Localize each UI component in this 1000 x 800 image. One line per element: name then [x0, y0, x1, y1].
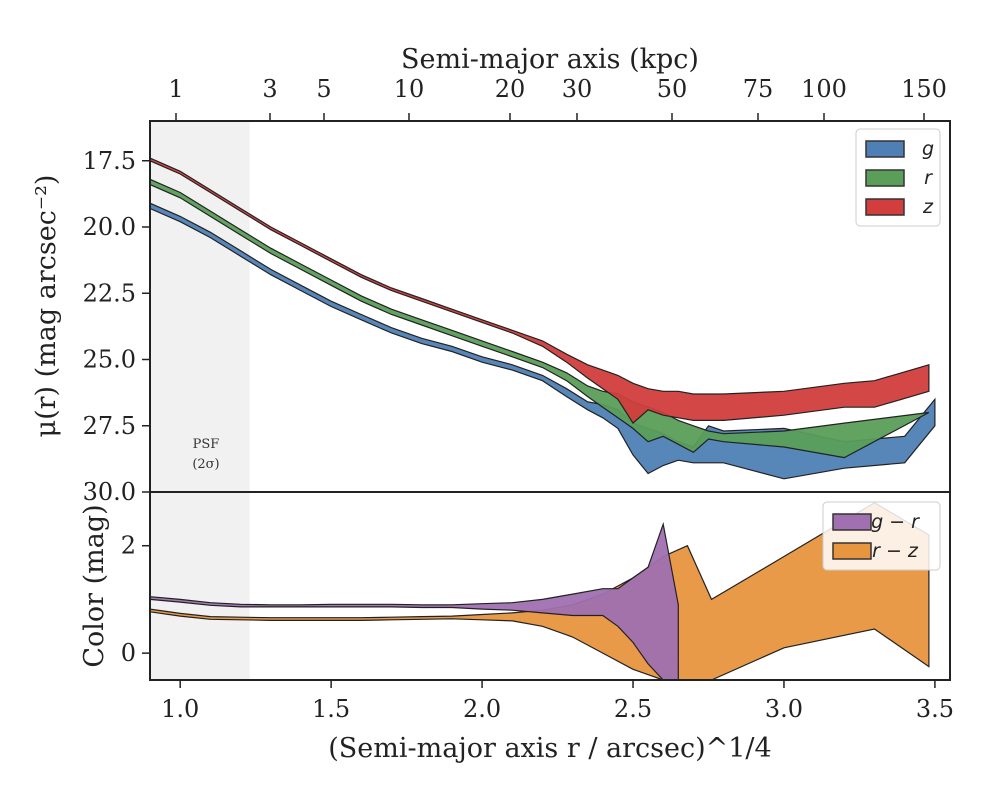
profile-ytick-label: 25.0	[83, 346, 136, 374]
xtick-label: 1.0	[161, 695, 199, 723]
top-xtick-label: 3	[262, 75, 277, 103]
color-legend: g − r r − z	[822, 501, 941, 571]
top-axis-title: Semi-major axis (kpc)	[401, 44, 699, 75]
series-band-color-gr	[150, 521, 679, 680]
axes-layer: 17.5 20.0 22.5 25.0 27.5 30.0 0 2 1.0 1.5 2.0 2.5 3.…	[83, 75, 954, 723]
psf-label: PSF	[193, 437, 220, 452]
psf-sigma-label: (2σ)	[192, 457, 219, 472]
profile-ytick-label: 17.5	[83, 147, 136, 175]
top-xtick-label: 10	[394, 75, 425, 103]
profile-legend-label: r	[924, 167, 933, 189]
x-axis-title: (Semi-major axis r / arcsec)^1/4	[328, 733, 771, 764]
top-xtick-label: 30	[562, 75, 593, 103]
color-panel	[150, 502, 930, 680]
profile-y-axis-title: μ(r) (mag arcsec⁻²)	[31, 175, 62, 438]
color-legend-swatch	[832, 513, 872, 531]
top-xtick-label: 1	[168, 75, 183, 103]
profile-ytick-label: 20.0	[83, 213, 136, 241]
top-xtick-label: 5	[316, 75, 331, 103]
profile-legend-swatch	[865, 169, 905, 187]
top-xtick-label: 100	[801, 75, 847, 103]
xtick-label: 1.5	[312, 695, 350, 723]
series-band-profile-z	[150, 157, 930, 425]
top-xtick-label: 20	[495, 75, 526, 103]
xtick-label: 3.0	[765, 695, 803, 723]
profile-legend: grz	[855, 128, 941, 227]
color-y-axis-title: Color (mag)	[79, 504, 110, 667]
xtick-label: 2.0	[463, 695, 501, 723]
profile-panel	[150, 157, 936, 480]
color-frame	[149, 491, 951, 681]
color-legend-swatch	[832, 542, 872, 560]
top-xtick-label: 50	[657, 75, 688, 103]
profile-ytick-label: 22.5	[83, 279, 136, 307]
profile-legend-label: z	[922, 196, 934, 218]
profile-ytick-label: 30.0	[83, 478, 136, 506]
color-ytick-label: 2	[121, 532, 136, 560]
xtick-label: 2.5	[614, 695, 652, 723]
profile-legend-swatch	[865, 140, 905, 158]
profile-ytick-label: 27.5	[83, 412, 136, 440]
color-legend-label: r − z	[872, 540, 919, 562]
color-ytick-label: 0	[121, 639, 136, 667]
top-xtick-label: 150	[901, 75, 947, 103]
series-band-color-rz	[150, 502, 930, 680]
xtick-label: 3.5	[916, 695, 954, 723]
profile-legend-label: g	[922, 138, 934, 160]
color-legend-label: g − r	[871, 511, 920, 533]
profile-legend-swatch	[865, 198, 905, 216]
top-xtick-label: 75	[743, 75, 774, 103]
series-band-profile-r	[150, 178, 930, 459]
